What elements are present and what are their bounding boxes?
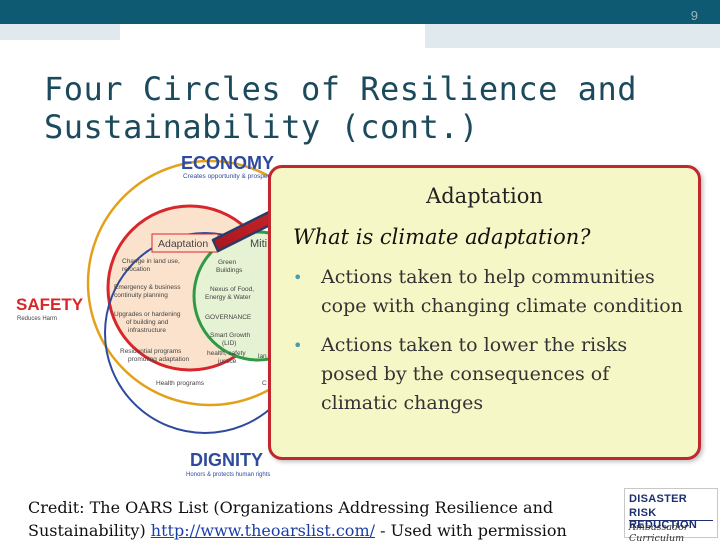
list-item: • Actions taken to help communities cope… xyxy=(293,263,688,321)
bullet-icon: • xyxy=(293,336,303,355)
logo-rule xyxy=(629,520,713,521)
adaptation-label: Adaptation xyxy=(158,238,208,250)
safety-subtitle: Reduces Harm xyxy=(17,316,57,322)
list-item: • Actions taken to lower the risks posed… xyxy=(293,331,688,418)
item-c: C xyxy=(262,380,267,387)
top-stripe-right xyxy=(425,24,720,48)
item-emergency: Emergency & business continuity planning xyxy=(114,284,182,299)
slide-title: Four Circles of Resilience and Sustainab… xyxy=(44,70,637,146)
oars-list-link[interactable]: http://www.theoarslist.com/ xyxy=(150,521,375,540)
bullet-text: Actions taken to lower the risks posed b… xyxy=(321,334,628,414)
item-governance: GOVERNANCE xyxy=(205,314,252,321)
item-lan: lan xyxy=(258,353,267,360)
mitigation-label: Miti xyxy=(250,238,267,250)
logo-line-1: DISASTER xyxy=(629,493,688,505)
slide-number: 9 xyxy=(690,8,698,23)
economy-circle xyxy=(86,159,330,407)
item-change-land-use: Change in land use, relocation xyxy=(122,258,182,273)
item-nexus: Nexus of Food, Energy & Water xyxy=(205,286,256,301)
callout-heading: Adaptation xyxy=(426,184,543,208)
credit-text: Credit: The OARS List (Organizations Add… xyxy=(28,496,608,542)
top-stripe-left xyxy=(0,24,120,40)
bullet-text: Actions taken to help communities cope w… xyxy=(321,266,683,317)
four-circles-diagram: ECONOMY Creates opportunity & prosperity… xyxy=(16,153,330,478)
safety-title: SAFETY xyxy=(16,295,84,314)
credit-bar: Credit: The OARS List (Organizations Add… xyxy=(0,480,720,540)
dignity-subtitle: Honors & protects human rights xyxy=(186,472,270,478)
callout-question: What is climate adaptation? xyxy=(293,225,591,249)
item-smart-growth: Smart Growth (LID) xyxy=(210,332,252,347)
credit-suffix: - Used with permission xyxy=(375,521,567,540)
top-bar xyxy=(0,0,720,24)
callout-bullets: • Actions taken to help communities cope… xyxy=(293,263,688,428)
logo-line-2: RISK REDUCTION xyxy=(629,507,698,531)
item-health: Health programs xyxy=(156,380,205,387)
economy-subtitle: Creates opportunity & prosperity xyxy=(183,173,277,180)
adaptation-callout: Adaptation What is climate adaptation? •… xyxy=(268,165,701,460)
economy-title: ECONOMY xyxy=(181,153,274,173)
item-green: Green Buildings xyxy=(216,259,243,274)
item-health-safety: health, safety justice xyxy=(207,350,247,365)
item-residential: Residential programs promoting adaptatio… xyxy=(120,348,189,363)
drr-logo: DISASTER RISK REDUCTION Ambassador Curri… xyxy=(624,488,718,544)
bullet-icon: • xyxy=(293,268,303,287)
dignity-title: DIGNITY xyxy=(190,450,263,470)
logo-line-3: Ambassador Curriculum xyxy=(629,522,689,544)
title-line-2: Sustainability (cont.) xyxy=(44,108,479,146)
title-line-1: Four Circles of Resilience and xyxy=(44,70,637,108)
item-upgrades: Upgrades or hardening of building and in… xyxy=(114,311,182,334)
credit-prefix: Credit: The OARS List (Organizations Add… xyxy=(28,498,554,540)
